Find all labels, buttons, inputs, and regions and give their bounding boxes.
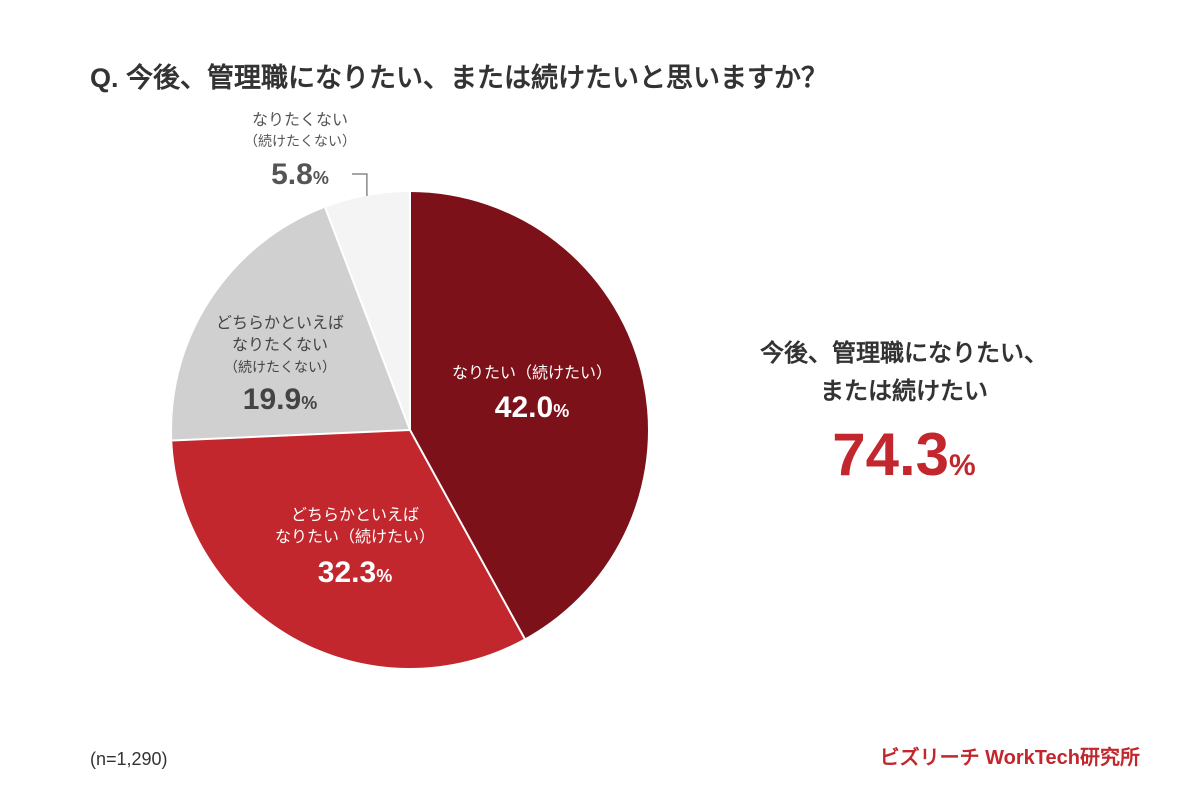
slice-outside-line1: なりたくない — [200, 110, 400, 132]
slice1-line1: どちらかといえば — [250, 505, 460, 527]
slice1-line2: なりたい（続けたい） — [250, 527, 460, 549]
summary-number: 74.3% — [760, 420, 1048, 489]
slice-label-1: どちらかといえば なりたい（続けたい） 32.3% — [250, 505, 460, 594]
slice-outside-line2: （続けたくない） — [200, 132, 400, 152]
slice2-line2: なりたくない — [195, 335, 365, 357]
summary-line2: または続けたい — [760, 373, 1048, 411]
sample-size: (n=1,290) — [90, 749, 168, 770]
slice2-line1: どちらかといえば — [195, 313, 365, 335]
slice-outside-pct: 5.8 — [271, 154, 313, 196]
slice2-pct: 19.9 — [243, 379, 301, 421]
slice-label-2: どちらかといえば なりたくない （続けたくない） 19.9% — [195, 313, 365, 421]
slice1-pct: 32.3 — [318, 552, 376, 594]
summary-pct: 74.3 — [832, 421, 949, 488]
slice-label-outside: なりたくない （続けたくない） 5.8% — [200, 110, 400, 196]
slice2-line3: （続けたくない） — [195, 358, 365, 378]
slice0-pct: 42.0 — [495, 387, 553, 429]
summary-block: 今後、管理職になりたい、 または続けたい 74.3% — [760, 335, 1048, 489]
slice0-line1: なりたい（続けたい） — [432, 363, 632, 385]
summary-line1: 今後、管理職になりたい、 — [760, 335, 1048, 373]
attribution: ビズリーチ WorkTech研究所 — [880, 741, 1140, 770]
slice-label-0: なりたい（続けたい） 42.0% — [432, 363, 632, 429]
